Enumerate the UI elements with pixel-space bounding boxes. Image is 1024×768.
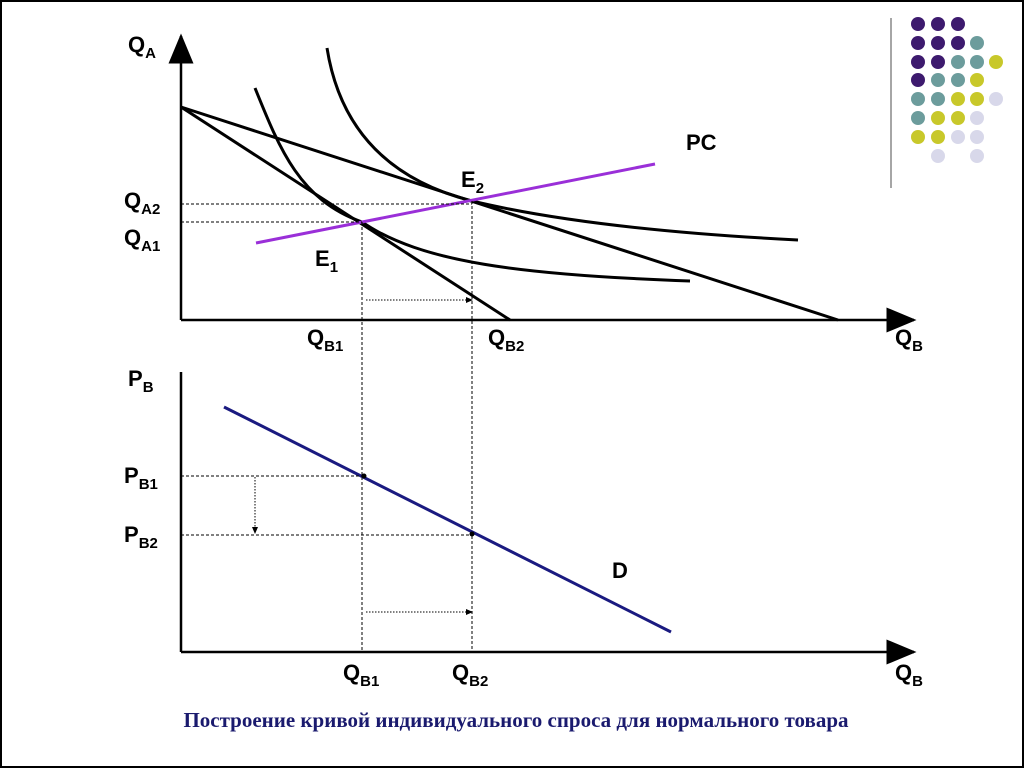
decor-dot — [989, 55, 1003, 69]
point — [361, 473, 367, 479]
label-base: Q — [128, 32, 145, 57]
decor-dot — [931, 92, 945, 106]
label-base: P — [124, 522, 139, 547]
decor-dot — [951, 92, 965, 106]
decor-dot — [951, 36, 965, 50]
label: QB2 — [452, 660, 488, 690]
label-base: Q — [488, 325, 505, 350]
label-sub: B1 — [360, 673, 379, 690]
decor-dot — [931, 36, 945, 50]
decor-dot — [911, 17, 925, 31]
label: QB — [895, 660, 923, 690]
label: QB1 — [307, 325, 343, 355]
decor-dot — [951, 55, 965, 69]
label-sub: B2 — [505, 338, 524, 355]
decor-dot — [931, 130, 945, 144]
label-base: E — [315, 246, 330, 271]
decor-dot — [970, 111, 984, 125]
label: QB — [895, 325, 923, 355]
label: PC — [686, 130, 717, 155]
decor-dot — [970, 130, 984, 144]
label-sub: A2 — [141, 201, 160, 218]
demand-line — [223, 405, 672, 634]
decor-dot — [931, 55, 945, 69]
decor-dot — [970, 36, 984, 50]
label: QA — [128, 32, 156, 62]
label-base: Q — [307, 325, 324, 350]
label-base: Q — [452, 660, 469, 685]
decor-dot — [989, 92, 1003, 106]
label-sub: 2 — [476, 180, 484, 197]
label-sub: 1 — [330, 259, 338, 276]
label-sub: A — [145, 45, 156, 62]
label: QA2 — [124, 188, 160, 218]
label: QB2 — [488, 325, 524, 355]
label-base: Q — [124, 188, 141, 213]
label-sub: B2 — [469, 673, 488, 690]
decor-dot — [951, 73, 965, 87]
indifference-curve — [325, 47, 799, 242]
point — [469, 531, 475, 537]
label: PB2 — [124, 522, 158, 552]
label-sub: B2 — [139, 535, 158, 552]
decor-dot — [951, 130, 965, 144]
decor-dot — [911, 73, 925, 87]
label-base: D — [612, 558, 628, 583]
label: D — [612, 558, 628, 583]
label-sub: B — [912, 673, 923, 690]
decor-dot — [970, 55, 984, 69]
decor-dot — [911, 92, 925, 106]
decor-dot — [931, 73, 945, 87]
label: PB — [128, 366, 154, 396]
bottom-graph — [179, 372, 917, 665]
label-sub: B — [143, 379, 154, 396]
label-base: Q — [895, 325, 912, 350]
decor-dot — [970, 92, 984, 106]
label-base: E — [461, 167, 476, 192]
decor-dot — [931, 111, 945, 125]
decor-dot — [951, 111, 965, 125]
top-graph — [168, 33, 917, 333]
budget-line — [180, 105, 839, 322]
label-base: Q — [124, 225, 141, 250]
label: E2 — [461, 167, 484, 197]
label-base: PC — [686, 130, 717, 155]
decor-dot — [951, 17, 965, 31]
label: PB1 — [124, 463, 158, 493]
label: E1 — [315, 246, 338, 276]
label: QA1 — [124, 225, 160, 255]
label-sub: B1 — [324, 338, 343, 355]
label-sub: B1 — [139, 476, 158, 493]
decor-dot — [970, 149, 984, 163]
label-base: Q — [343, 660, 360, 685]
decor-dot — [970, 73, 984, 87]
decor-dots — [911, 17, 1003, 163]
label-base: P — [124, 463, 139, 488]
label-sub: A1 — [141, 238, 160, 255]
label-base: Q — [895, 660, 912, 685]
price-consumption-line — [255, 162, 656, 245]
decor-dot — [911, 111, 925, 125]
label-base: P — [128, 366, 143, 391]
decor-dot — [911, 55, 925, 69]
decor-dot — [911, 36, 925, 50]
decor-dot — [911, 130, 925, 144]
label-sub: B — [912, 338, 923, 355]
label: QB1 — [343, 660, 379, 690]
indifference-curve — [253, 87, 691, 283]
decor-dot — [931, 17, 945, 31]
caption: Построение кривой индивидуального спроса… — [183, 708, 849, 732]
decor-dot — [931, 149, 945, 163]
